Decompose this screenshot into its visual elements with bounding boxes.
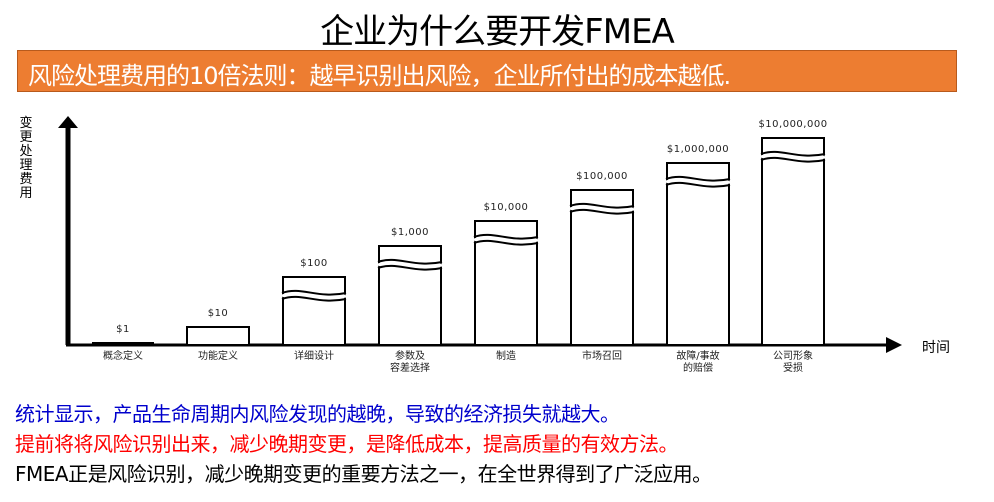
axis-break-icon	[377, 261, 443, 269]
axis-break-icon	[665, 181, 731, 188]
axis-break-icon	[473, 233, 539, 240]
bar	[570, 189, 634, 346]
axis-break-icon	[377, 264, 443, 271]
bar-value-label: $1,000,000	[666, 144, 730, 155]
axis-break-icon	[281, 292, 347, 300]
bar-value-label: $100,000	[576, 171, 628, 182]
axis-break-icon	[473, 236, 539, 244]
category-label: 公司形象 受损	[773, 351, 813, 374]
x-axis-label: 时间	[922, 340, 950, 356]
axis-break-icon	[569, 202, 635, 209]
statement-3: FMEA正是风险识别，减少晚期变更的重要方法之一，在全世界得到了广泛应用。	[15, 462, 712, 486]
rule-banner-text: 风险处理费用的10倍法则：越早识别出风险，企业所付出的成本越低.	[28, 62, 731, 90]
axis-break-icon	[760, 153, 826, 161]
category-label: 参数及 容差选择	[390, 351, 430, 374]
y-axis-arrow-icon	[58, 116, 78, 128]
axis-break-icon	[281, 289, 347, 296]
statement-2: 提前将将风险识别出来，减少晚期变更，是降低成本，提高质量的有效方法。	[15, 432, 679, 456]
axis-break-icon	[665, 178, 731, 186]
bar	[282, 276, 346, 346]
bar-value-label: $100	[300, 258, 328, 269]
axis-break-icon	[281, 295, 347, 302]
bar-value-label: $1	[116, 324, 130, 335]
category-label: 概念定义	[103, 351, 143, 362]
x-axis-arrow-icon	[886, 337, 902, 353]
category-label: 功能定义	[198, 351, 238, 362]
category-label: 故障/事故 的赔偿	[676, 351, 720, 374]
bar	[761, 137, 825, 346]
axis-break-icon	[473, 239, 539, 246]
axis-break-icon	[760, 156, 826, 163]
axis-break-icon	[569, 208, 635, 215]
bar-value-label: $10,000	[483, 202, 529, 213]
bar	[186, 326, 250, 346]
bars	[92, 137, 826, 346]
category-label: 详细设计	[294, 351, 334, 362]
slide-title: 企业为什么要开发FMEA	[320, 12, 675, 52]
bar-value-label: $10	[207, 308, 229, 319]
axis-break-icon	[377, 258, 443, 265]
axis-break-icon	[665, 175, 731, 182]
axis-break-icon	[760, 150, 826, 157]
cost-chart	[58, 116, 902, 353]
y-axis-label: 变更处理费用	[19, 116, 33, 201]
category-label: 制造	[496, 351, 516, 362]
rule-banner: 风险处理费用的10倍法则：越早识别出风险，企业所付出的成本越低.	[17, 50, 957, 92]
bar	[666, 162, 730, 346]
category-label: 市场召回	[582, 351, 622, 362]
bar-value-label: $10,000,000	[758, 119, 828, 130]
bar	[92, 342, 154, 345]
bar-value-label: $1,000	[391, 227, 429, 238]
axis-break-icon	[569, 205, 635, 213]
statement-1: 统计显示，产品生命周期内风险发现的越晚，导致的经济损失就越大。	[15, 402, 620, 426]
